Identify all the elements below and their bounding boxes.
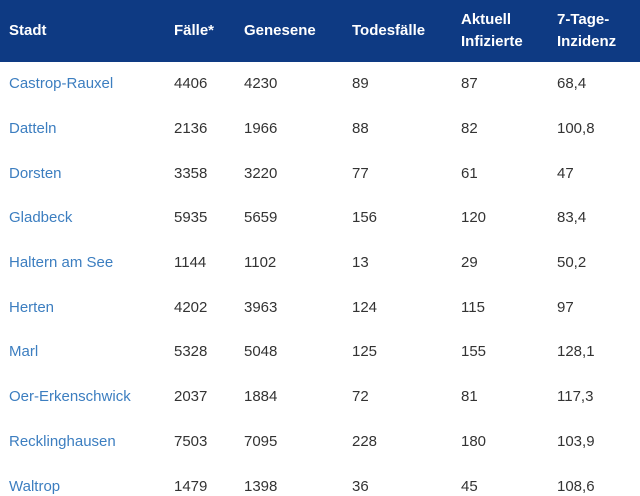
header-aktuell-infizierte: Aktuell Infizierte — [452, 0, 548, 62]
cell-genesene: 1884 — [235, 374, 343, 420]
cell-faelle: 2037 — [165, 374, 235, 420]
cell-todesfaelle: 156 — [343, 195, 452, 241]
cell-genesene: 7095 — [235, 419, 343, 465]
cell-aktuell-infizierte: 155 — [452, 329, 548, 375]
cell-aktuell-infizierte: 81 — [452, 374, 548, 420]
cell-aktuell-infizierte: 87 — [452, 62, 548, 107]
header-row: Stadt Fälle* Genesene Todesfälle Aktuell… — [0, 0, 640, 62]
cell-7-tage-inzidenz: 50,2 — [548, 240, 640, 286]
cell-aktuell-infizierte: 45 — [461, 477, 478, 495]
table-header: Stadt Fälle* Genesene Todesfälle Aktuell… — [0, 0, 640, 62]
table-row: Dorsten 3358 3220 77 61 47 — [0, 150, 640, 197]
cell-faelle: 4202 — [165, 284, 235, 331]
cell-7-tage-inzidenz: 103,9 — [548, 419, 640, 465]
table-row: Herten 4202 3963 124 115 97 — [0, 284, 640, 331]
cell-genesene: 3220 — [235, 150, 343, 197]
cell-stadt[interactable]: Waltrop — [9, 477, 61, 495]
cell-stadt[interactable]: Gladbeck — [0, 195, 165, 241]
cell-genesene: 5659 — [235, 195, 343, 241]
cell-stadt[interactable]: Herten — [0, 284, 165, 331]
cell-faelle: 1144 — [165, 240, 235, 286]
cell-aktuell-infizierte: 29 — [452, 240, 548, 286]
cell-faelle: 5328 — [165, 329, 235, 375]
cell-7-tage-inzidenz: 97 — [548, 284, 640, 331]
cell-genesene: 1102 — [235, 240, 343, 286]
table-row: Datteln 2136 1966 88 82 100,8 — [0, 106, 640, 152]
cell-aktuell-infizierte: 82 — [452, 106, 548, 152]
cell-todesfaelle: 13 — [343, 240, 452, 286]
header-7-tage-inzidenz: 7-Tage- Inzidenz — [548, 0, 640, 62]
table-row: Oer-Erkenschwick 2037 1884 72 81 117,3 — [0, 374, 640, 420]
cell-aktuell-infizierte: 180 — [452, 419, 548, 465]
cell-todesfaelle: 89 — [343, 62, 452, 107]
cell-faelle: 1479 — [174, 477, 208, 495]
header-stadt: Stadt — [0, 0, 165, 62]
cell-stadt[interactable]: Recklinghausen — [0, 419, 165, 465]
cell-genesene: 5048 — [235, 329, 343, 375]
cell-todesfaelle: 125 — [343, 329, 452, 375]
cell-faelle: 7503 — [165, 419, 235, 465]
cell-7-tage-inzidenz: 83,4 — [548, 195, 640, 241]
cell-aktuell-infizierte: 115 — [452, 284, 548, 331]
cell-7-tage-inzidenz: 128,1 — [548, 329, 640, 375]
cell-stadt[interactable]: Oer-Erkenschwick — [0, 374, 165, 420]
header-faelle: Fälle* — [165, 0, 235, 62]
cell-aktuell-infizierte: 61 — [452, 150, 548, 197]
cell-faelle: 5935 — [165, 195, 235, 241]
table-row: Haltern am See 1144 1102 13 29 50,2 — [0, 240, 640, 286]
cell-stadt[interactable]: Castrop-Rauxel — [0, 62, 165, 107]
cell-genesene: 1966 — [235, 106, 343, 152]
header-todesfaelle: Todesfälle — [343, 0, 452, 62]
cell-todesfaelle: 124 — [343, 284, 452, 331]
table-row: Castrop-Rauxel 4406 4230 89 87 68,4 — [0, 62, 640, 107]
cell-stadt[interactable]: Haltern am See — [0, 240, 165, 286]
cell-stadt[interactable]: Dorsten — [0, 150, 165, 197]
cell-genesene: 1398 — [244, 477, 278, 495]
cell-7-tage-inzidenz: 100,8 — [548, 106, 640, 152]
cell-aktuell-infizierte: 120 — [452, 195, 548, 241]
cell-faelle: 4406 — [165, 62, 235, 107]
cell-faelle: 2136 — [165, 106, 235, 152]
cell-7-tage-inzidenz: 108,6 — [557, 477, 595, 495]
cell-todesfaelle: 88 — [343, 106, 452, 152]
cell-7-tage-inzidenz: 68,4 — [548, 62, 640, 107]
cell-faelle: 3358 — [165, 150, 235, 197]
cell-todesfaelle: 36 — [352, 477, 369, 495]
cell-genesene: 4230 — [235, 62, 343, 107]
table-row: Gladbeck 5935 5659 156 120 83,4 — [0, 195, 640, 241]
table-row: Marl 5328 5048 125 155 128,1 — [0, 329, 640, 375]
cell-todesfaelle: 77 — [343, 150, 452, 197]
table-row: Waltrop 1479 1398 36 45 108,6 — [0, 464, 640, 496]
table-row: Recklinghausen 7503 7095 228 180 103,9 — [0, 419, 640, 465]
cell-genesene: 3963 — [235, 284, 343, 331]
cell-stadt[interactable]: Marl — [0, 329, 165, 375]
table-body: Castrop-Rauxel 4406 4230 89 87 68,4 Datteln 213… — [0, 62, 640, 496]
header-genesene: Genesene — [235, 0, 343, 62]
cell-stadt[interactable]: Datteln — [0, 106, 165, 152]
cell-todesfaelle: 228 — [343, 419, 452, 465]
cell-7-tage-inzidenz: 47 — [548, 150, 640, 197]
cell-7-tage-inzidenz: 117,3 — [548, 374, 640, 420]
cell-todesfaelle: 72 — [343, 374, 452, 420]
